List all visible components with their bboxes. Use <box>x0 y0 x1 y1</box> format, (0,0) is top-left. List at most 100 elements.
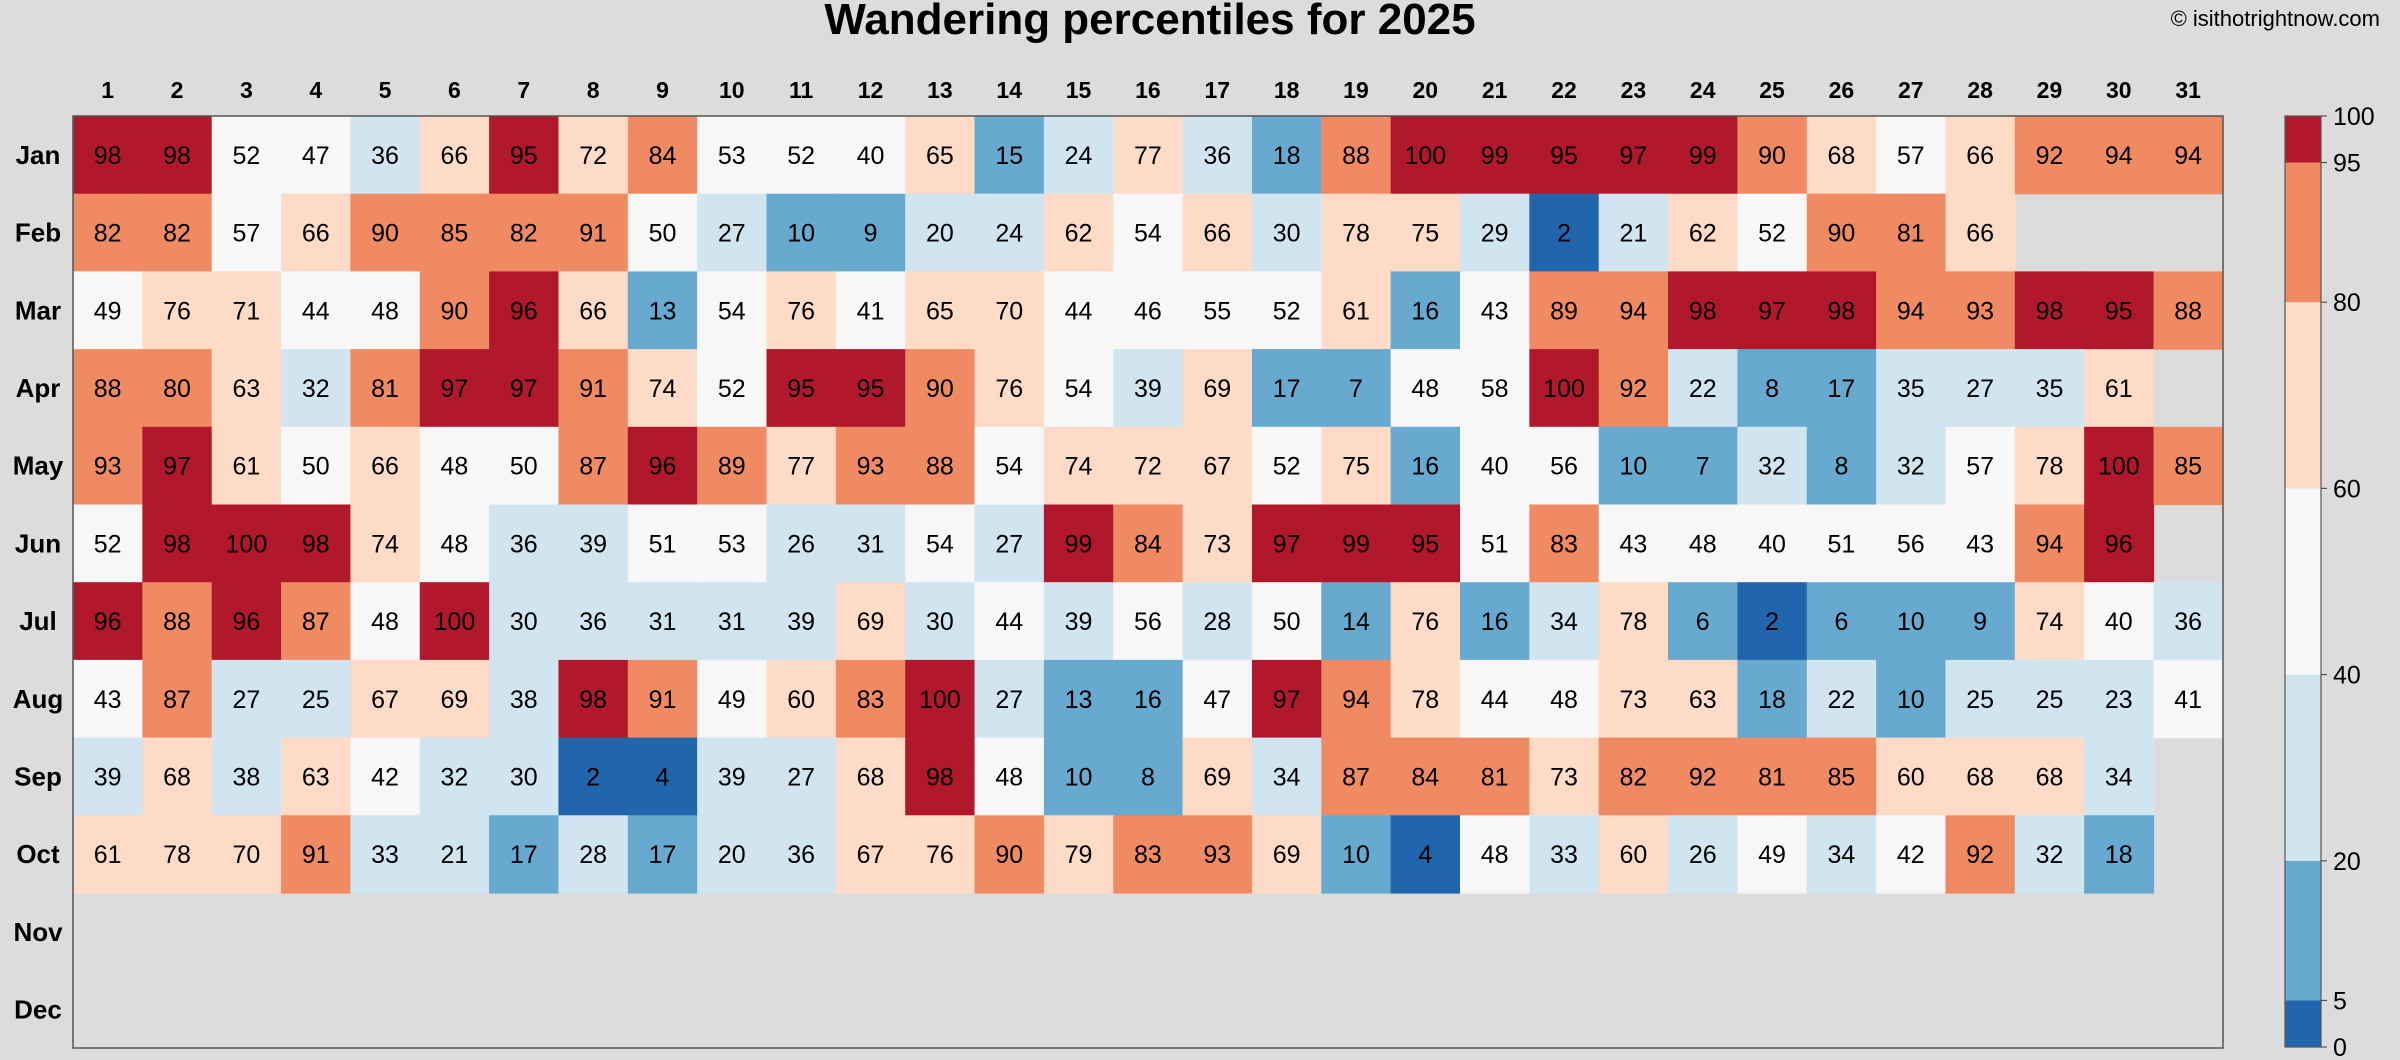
cell-label-sep-23: 82 <box>1619 763 1647 791</box>
cell-mar-23 <box>1598 271 1669 350</box>
cell-label-sep-26: 85 <box>1828 763 1856 791</box>
cell-label-feb-12: 9 <box>864 220 878 248</box>
cell-label-jul-6: 100 <box>434 608 476 636</box>
cell-label-aug-18: 97 <box>1273 686 1301 714</box>
cell-label-jul-31: 36 <box>2174 608 2202 636</box>
cell-label-may-9: 96 <box>649 453 677 481</box>
cell-apr-9 <box>627 349 698 428</box>
cell-mar-7 <box>489 271 560 350</box>
day-label-23: 23 <box>1621 77 1647 103</box>
cell-jul-21 <box>1460 582 1530 661</box>
cell-sep-10 <box>697 737 768 816</box>
cell-label-aug-19: 94 <box>1342 686 1370 714</box>
cell-label-jun-28: 43 <box>1966 530 1994 558</box>
cell-label-jun-22: 83 <box>1550 530 1578 558</box>
cell-label-jan-7: 95 <box>510 142 538 170</box>
day-label-1: 1 <box>101 77 114 103</box>
cell-jun-28 <box>1945 504 2016 583</box>
day-label-20: 20 <box>1413 77 1439 103</box>
cell-jul-29 <box>2014 582 2085 661</box>
cell-jul-14 <box>974 582 1045 661</box>
cell-label-jan-27: 57 <box>1897 142 1925 170</box>
cell-feb-2 <box>142 193 213 272</box>
cell-label-mar-13: 65 <box>926 297 954 325</box>
cell-feb-5 <box>350 193 421 272</box>
cell-may-24 <box>1668 426 1738 506</box>
cell-mar-16 <box>1113 271 1184 350</box>
cell-jul-30 <box>2084 582 2155 661</box>
cell-label-sep-8: 2 <box>586 763 600 791</box>
cell-label-sep-27: 60 <box>1897 763 1925 791</box>
cell-label-apr-13: 90 <box>926 375 954 403</box>
cell-apr-25 <box>1737 349 1808 428</box>
cell-jul-3 <box>211 582 282 661</box>
cell-label-jan-11: 52 <box>787 142 815 170</box>
cell-label-jan-17: 36 <box>1203 142 1231 170</box>
day-label-8: 8 <box>587 77 600 103</box>
cell-jan-20 <box>1390 116 1461 195</box>
cell-label-feb-21: 29 <box>1481 220 1509 248</box>
cell-label-jun-27: 56 <box>1897 530 1925 558</box>
cell-jun-10 <box>697 504 768 583</box>
cell-label-sep-7: 30 <box>510 763 538 791</box>
cell-jun-26 <box>1806 504 1877 583</box>
cell-label-jun-13: 54 <box>926 530 954 558</box>
cell-label-sep-4: 63 <box>302 763 330 791</box>
cell-label-jul-23: 78 <box>1619 608 1647 636</box>
cell-label-jul-11: 39 <box>787 608 815 636</box>
cell-label-jan-22: 95 <box>1550 142 1578 170</box>
cell-label-apr-25: 8 <box>1765 375 1779 403</box>
cell-may-5 <box>350 426 421 506</box>
cell-label-oct-25: 49 <box>1758 841 1786 869</box>
cell-oct-5 <box>350 815 421 894</box>
cell-label-apr-16: 39 <box>1134 375 1162 403</box>
cell-label-sep-25: 81 <box>1758 763 1786 791</box>
cell-label-apr-3: 63 <box>232 375 260 403</box>
cell-label-jul-21: 16 <box>1481 608 1509 636</box>
cell-label-aug-3: 27 <box>232 686 260 714</box>
cell-label-feb-15: 62 <box>1065 220 1093 248</box>
cell-label-jun-25: 40 <box>1758 530 1786 558</box>
cell-jan-21 <box>1460 116 1530 195</box>
cell-jan-24 <box>1668 116 1738 195</box>
cell-jan-23 <box>1598 116 1669 195</box>
cell-label-feb-14: 24 <box>995 220 1023 248</box>
cell-sep-1 <box>73 737 143 816</box>
cell-aug-22 <box>1529 659 1600 739</box>
day-label-30: 30 <box>2106 77 2132 103</box>
cell-label-may-14: 54 <box>995 453 1023 481</box>
day-label-26: 26 <box>1829 77 1855 103</box>
cell-jan-27 <box>1876 116 1947 195</box>
cell-jul-11 <box>766 582 837 661</box>
cell-label-jul-12: 69 <box>857 608 885 636</box>
cell-feb-4 <box>281 193 351 272</box>
cell-label-apr-2: 80 <box>163 375 191 403</box>
cell-jun-19 <box>1321 504 1392 583</box>
colorbar-tick-label-100: 100 <box>2333 103 2375 131</box>
cell-label-feb-19: 78 <box>1342 220 1370 248</box>
cell-label-oct-2: 78 <box>163 841 191 869</box>
cell-apr-10 <box>697 349 768 428</box>
cell-may-28 <box>1945 426 2016 506</box>
cell-label-jan-19: 88 <box>1342 142 1370 170</box>
cell-feb-8 <box>558 193 629 272</box>
cell-label-oct-20: 4 <box>1418 841 1432 869</box>
cell-jul-15 <box>1043 582 1114 661</box>
cell-may-22 <box>1529 426 1600 506</box>
colorbar-segment-60-80 <box>2285 302 2321 489</box>
cell-oct-4 <box>281 815 351 894</box>
cell-may-3 <box>211 426 282 506</box>
cell-apr-7 <box>489 349 560 428</box>
cell-label-jun-4: 98 <box>302 530 330 558</box>
day-label-11: 11 <box>789 77 814 103</box>
cell-label-jan-28: 66 <box>1966 142 1994 170</box>
cell-label-jul-22: 34 <box>1550 608 1578 636</box>
cell-label-aug-30: 23 <box>2105 686 2133 714</box>
cell-label-apr-8: 91 <box>579 375 607 403</box>
cell-label-oct-4: 91 <box>302 841 330 869</box>
colorbar-tick-label-60: 60 <box>2333 475 2361 503</box>
cell-label-aug-29: 25 <box>2036 686 2064 714</box>
cell-label-jul-5: 48 <box>371 608 399 636</box>
cell-label-aug-27: 10 <box>1897 686 1925 714</box>
month-label-oct: Oct <box>16 839 60 869</box>
